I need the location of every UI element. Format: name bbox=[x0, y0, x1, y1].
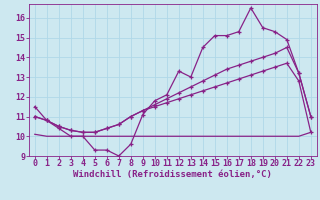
X-axis label: Windchill (Refroidissement éolien,°C): Windchill (Refroidissement éolien,°C) bbox=[73, 170, 272, 179]
